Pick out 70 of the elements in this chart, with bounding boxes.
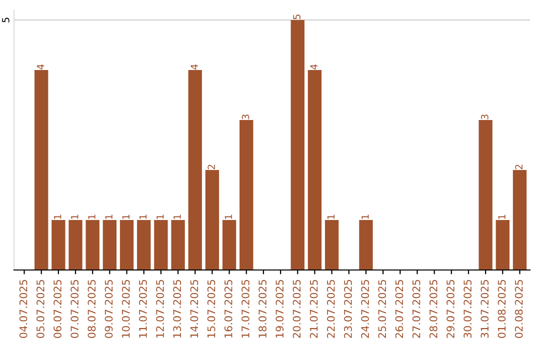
bar — [205, 170, 220, 270]
x-tick-label: 02.08.2025 — [514, 280, 523, 338]
x-tick-label: 29.07.2025 — [446, 280, 454, 338]
bar — [512, 170, 527, 270]
bar — [240, 120, 254, 270]
x-tick-label: 08.07.2025 — [88, 280, 96, 338]
data-label: 1 — [139, 214, 147, 219]
data-label: 2 — [208, 164, 215, 170]
data-label: 1 — [122, 214, 130, 219]
x-tick-label: 31.07.2025 — [480, 280, 489, 338]
x-tick-label: 28.07.2025 — [429, 280, 438, 338]
bar — [154, 220, 168, 270]
x-tick-label: 26.07.2025 — [395, 280, 404, 338]
data-label: 1 — [224, 214, 232, 219]
x-tick-label: 21.07.2025 — [310, 280, 318, 338]
x-tick-label: 24.07.2025 — [361, 280, 369, 338]
data-label: 1 — [71, 214, 78, 219]
x-tick-label: 23.07.2025 — [344, 280, 352, 338]
data-label: 3 — [242, 114, 250, 120]
data-label: 5 — [293, 14, 300, 20]
data-label: 3 — [481, 114, 488, 120]
data-label: 2 — [515, 164, 522, 170]
bar — [478, 120, 492, 270]
x-tick-label: 04.07.2025 — [19, 280, 28, 338]
x-tick-label: 27.07.2025 — [412, 280, 420, 338]
x-tick-label: 13.07.2025 — [173, 280, 182, 338]
data-label: 1 — [105, 214, 112, 219]
bar — [68, 220, 82, 270]
x-tick-label: 17.07.2025 — [242, 280, 250, 338]
x-tick-label: 10.07.2025 — [122, 280, 130, 338]
bar — [308, 70, 322, 270]
data-label: 1 — [498, 214, 506, 219]
data-label: 1 — [327, 214, 334, 219]
bar — [171, 220, 185, 270]
data-label: 1 — [156, 214, 164, 219]
bar — [137, 220, 151, 270]
bar — [324, 220, 339, 270]
x-tick-label: 12.07.2025 — [156, 280, 164, 338]
bar — [290, 20, 304, 270]
data-label: 1 — [174, 214, 181, 219]
data-label: 4 — [36, 64, 44, 70]
bar — [359, 220, 373, 270]
bar — [102, 220, 117, 270]
x-tick-label: 06.07.2025 — [54, 280, 62, 338]
x-tick-label: 30.07.2025 — [464, 280, 472, 338]
bar — [34, 70, 48, 270]
x-tick-label: 18.07.2025 — [258, 280, 266, 338]
x-tick-label: 25.07.2025 — [378, 280, 386, 338]
data-label: 4 — [190, 64, 198, 70]
x-tick-label: 01.08.2025 — [498, 280, 506, 338]
data-label: 1 — [88, 214, 96, 219]
bar — [222, 220, 236, 270]
x-tick-label: 07.07.2025 — [70, 280, 79, 338]
x-tick-label: 19.07.2025 — [276, 280, 284, 338]
x-tick-label: 05.07.2025 — [36, 280, 44, 338]
bar — [86, 220, 100, 270]
x-tick-label: 14.07.2025 — [190, 280, 198, 338]
bar — [496, 220, 510, 270]
x-tick-label: 15.07.2025 — [207, 280, 216, 338]
data-label: 4 — [310, 64, 318, 70]
x-tick-label: 20.07.2025 — [292, 280, 301, 338]
x-tick-label: 09.07.2025 — [104, 280, 113, 338]
bar — [188, 70, 202, 270]
x-tick-label: 11.07.2025 — [139, 280, 147, 338]
x-tick-label: 22.07.2025 — [326, 280, 335, 338]
data-label: 1 — [54, 214, 62, 219]
bar — [120, 220, 134, 270]
bar — [52, 220, 66, 270]
x-tick-label: 16.07.2025 — [224, 280, 232, 338]
data-label: 1 — [362, 214, 369, 219]
